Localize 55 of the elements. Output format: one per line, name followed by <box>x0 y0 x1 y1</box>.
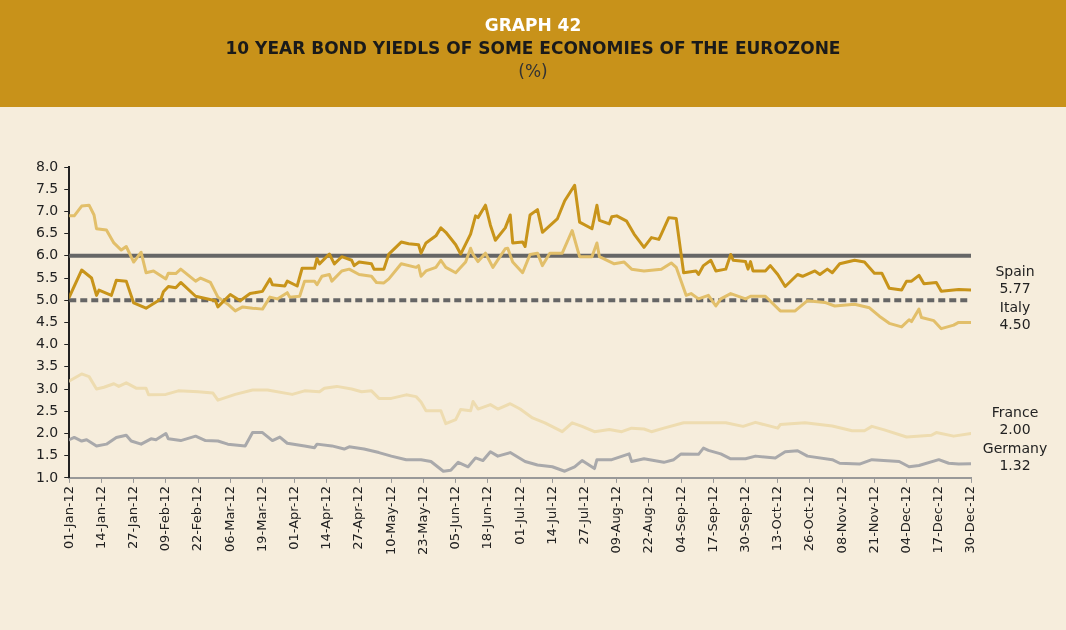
x-tick-label: 26-Oct-12 <box>801 485 817 552</box>
y-tick-label: 3.0 <box>36 379 59 396</box>
chart-subtitle: 10 YEAR BOND YIEDLS OF SOME ECONOMIES OF THE EUROZONE <box>224 37 842 60</box>
y-tick-label: 4.5 <box>36 313 59 330</box>
y-tick-label: 2.5 <box>36 401 59 418</box>
series-label: Spain <box>995 263 1035 280</box>
y-tick-label: 8.0 <box>36 157 59 174</box>
series-label: France <box>991 404 1039 421</box>
y-tick-label: 5.0 <box>36 290 59 307</box>
x-tick-label: 14-Jan-12 <box>92 485 108 550</box>
x-tick-label: 22-Feb-12 <box>189 485 205 552</box>
x-tick-label: 27-Jul-12 <box>575 485 591 545</box>
x-tick-label: 01-Apr-12 <box>286 485 302 550</box>
x-tick-label: 13-Oct-12 <box>769 485 785 552</box>
x-tick-label: 30-Dec-12 <box>962 485 978 554</box>
y-tick-label: 6.0 <box>36 246 59 263</box>
x-tick-label: 04-Dec-12 <box>897 485 913 554</box>
text: 4.50 <box>999 316 1031 333</box>
x-tick-label: 27-Apr-12 <box>350 485 366 550</box>
y-tick-label: 6.5 <box>36 224 59 241</box>
y-tick-label: 5.5 <box>36 268 59 285</box>
series-label: Germany <box>982 440 1048 457</box>
text: 2.00 <box>999 421 1031 438</box>
x-tick-label: 30-Sep-12 <box>736 485 752 553</box>
x-tick-label: 09-Aug-12 <box>608 485 624 554</box>
y-tick-label: 2.0 <box>36 424 59 441</box>
x-tick-label: 17-Dec-12 <box>930 485 946 554</box>
x-tick-label: 14-Jul-12 <box>543 485 559 545</box>
x-tick-label: 01-Jan-12 <box>60 485 76 550</box>
x-tick-label: 01-Jul-12 <box>511 485 527 545</box>
x-tick-label: 08-Nov-12 <box>833 485 849 554</box>
text: 1.32 <box>999 457 1031 474</box>
x-tick-label: 27-Jan-12 <box>125 485 141 550</box>
x-tick-label: 10-May-12 <box>382 485 398 556</box>
x-tick-label: 04-Sep-12 <box>672 485 688 553</box>
x-tick-label: 22-Aug-12 <box>640 485 656 554</box>
y-tick-label: 4.0 <box>36 335 59 352</box>
x-tick-label: 23-May-12 <box>414 485 430 556</box>
x-tick-label: 18-Jun-12 <box>479 485 495 550</box>
y-tick-label: 1.0 <box>36 468 59 485</box>
y-tick-label: 7.5 <box>36 179 59 196</box>
text: 5.77 <box>999 280 1031 297</box>
y-tick-label: 3.5 <box>36 357 59 374</box>
y-tick-label: 1.5 <box>36 446 59 463</box>
x-tick-label: 21-Nov-12 <box>865 485 881 554</box>
x-tick-label: 14-Apr-12 <box>318 485 334 550</box>
x-tick-label: 06-Mar-12 <box>221 485 237 553</box>
x-tick-label: 05-Jun-12 <box>447 485 463 550</box>
chart-title: GRAPH 42 <box>483 14 583 37</box>
x-tick-label: 19-Mar-12 <box>253 485 269 553</box>
text: Italy <box>999 299 1031 316</box>
x-tick-label: 17-Sep-12 <box>704 485 720 553</box>
y-axis-title: (%) <box>517 60 549 83</box>
x-tick-label: 09-Feb-12 <box>157 485 173 552</box>
y-tick-label: 7.0 <box>36 202 59 219</box>
